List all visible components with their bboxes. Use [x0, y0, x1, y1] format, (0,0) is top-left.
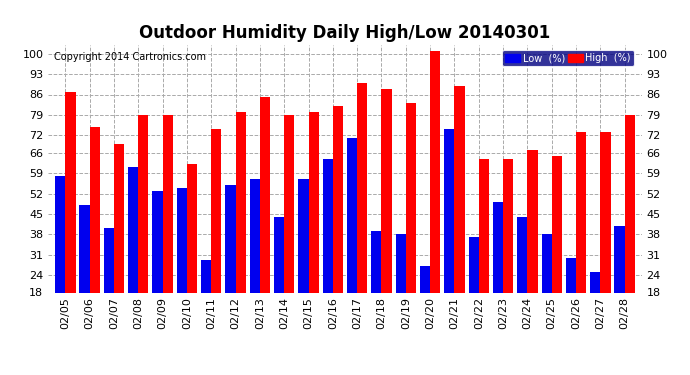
Bar [104, 228, 114, 292]
Bar [455, 86, 464, 292]
Bar [211, 129, 221, 292]
Bar [333, 106, 343, 292]
Bar [128, 167, 138, 292]
Bar [163, 115, 172, 292]
Bar [469, 237, 479, 292]
Bar [274, 217, 284, 292]
Bar [177, 188, 187, 292]
Bar [566, 258, 576, 292]
Text: Copyright 2014 Cartronics.com: Copyright 2014 Cartronics.com [55, 53, 206, 62]
Bar [357, 83, 367, 292]
Bar [152, 190, 163, 292]
Bar [518, 217, 527, 292]
Bar [527, 150, 538, 292]
Bar [187, 164, 197, 292]
Legend: Low  (%), High  (%): Low (%), High (%) [502, 50, 634, 66]
Bar [420, 266, 430, 292]
Bar [382, 88, 392, 292]
Bar [250, 179, 260, 292]
Bar [308, 112, 319, 292]
Bar [479, 159, 489, 292]
Bar [444, 129, 455, 292]
Bar [347, 138, 357, 292]
Bar [323, 159, 333, 292]
Bar [615, 225, 624, 292]
Bar [590, 272, 600, 292]
Bar [552, 156, 562, 292]
Bar [600, 132, 611, 292]
Title: Outdoor Humidity Daily High/Low 20140301: Outdoor Humidity Daily High/Low 20140301 [139, 24, 551, 42]
Bar [298, 179, 308, 292]
Bar [542, 234, 552, 292]
Bar [406, 103, 416, 292]
Bar [79, 205, 90, 292]
Bar [503, 159, 513, 292]
Bar [138, 115, 148, 292]
Bar [260, 98, 270, 292]
Bar [624, 115, 635, 292]
Bar [114, 144, 124, 292]
Bar [493, 202, 503, 292]
Bar [55, 176, 66, 292]
Bar [235, 112, 246, 292]
Bar [284, 115, 295, 292]
Bar [371, 231, 382, 292]
Bar [576, 132, 586, 292]
Bar [201, 261, 211, 292]
Bar [226, 185, 235, 292]
Bar [430, 51, 440, 292]
Bar [395, 234, 406, 292]
Bar [66, 92, 75, 292]
Bar [90, 126, 100, 292]
